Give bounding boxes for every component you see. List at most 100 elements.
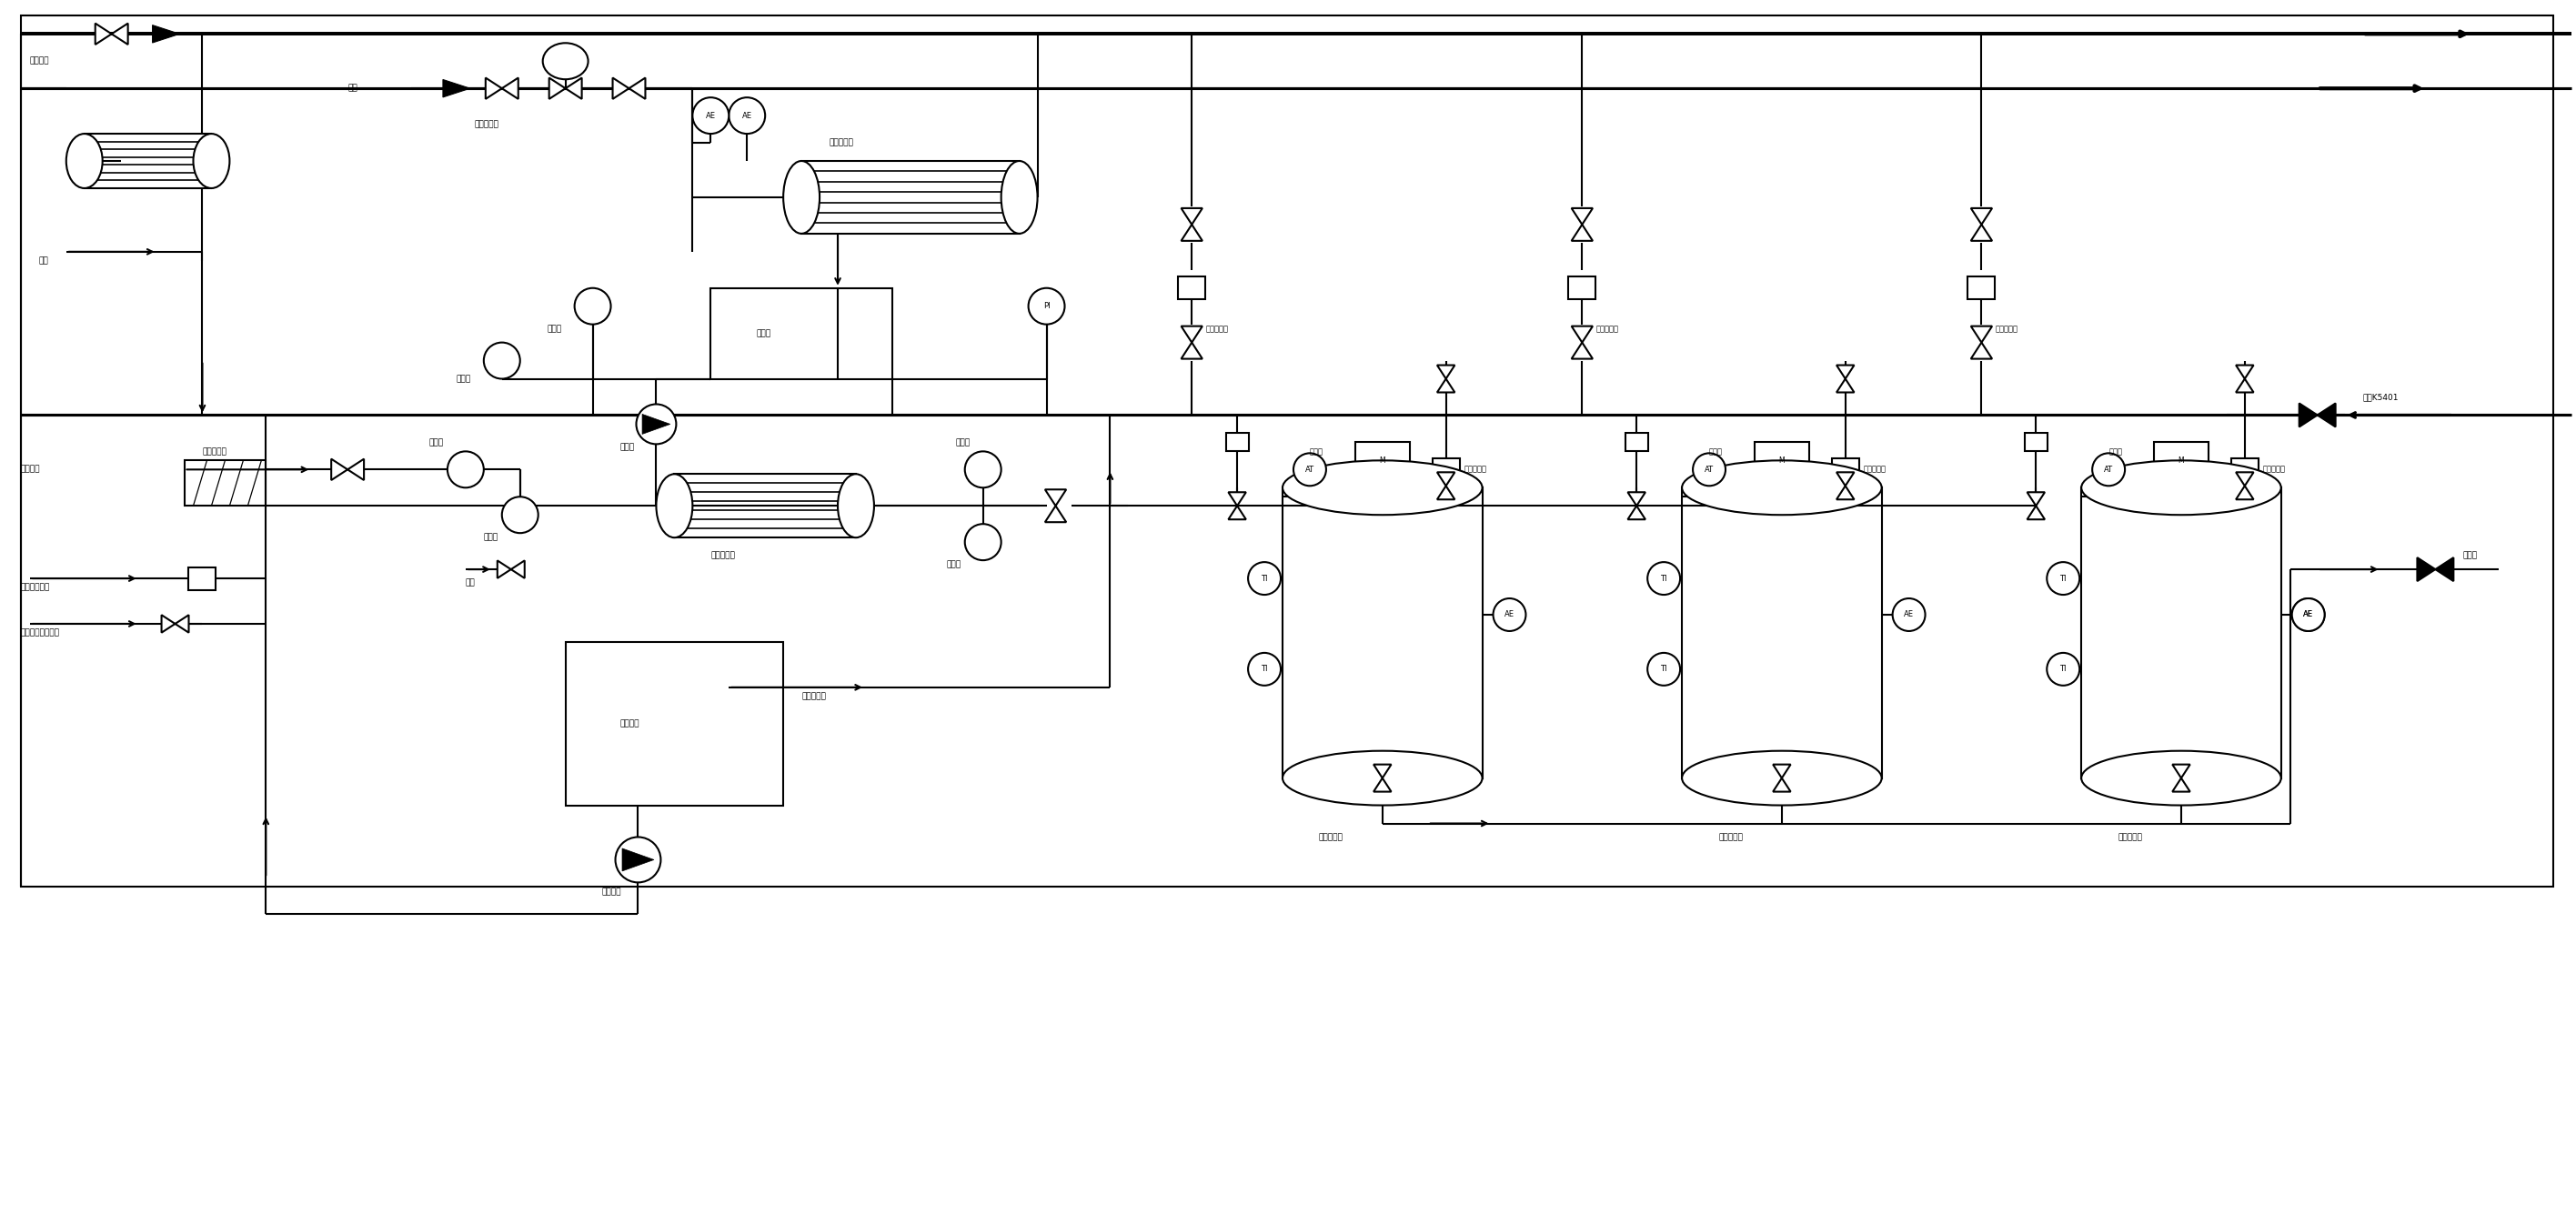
Text: 回流流量计: 回流流量计 — [1206, 324, 1229, 333]
Text: 流量计: 流量计 — [956, 438, 971, 447]
Circle shape — [574, 288, 611, 324]
Bar — [2231, 458, 2259, 481]
Polygon shape — [443, 80, 471, 97]
Ellipse shape — [1682, 750, 1880, 805]
Circle shape — [1293, 453, 1327, 486]
Text: 空气流量计: 空气流量计 — [1463, 465, 1486, 474]
Text: 放空: 放空 — [348, 84, 358, 93]
Circle shape — [502, 497, 538, 532]
Ellipse shape — [1002, 162, 1038, 234]
Ellipse shape — [2081, 750, 2282, 805]
Ellipse shape — [544, 43, 587, 80]
Ellipse shape — [67, 133, 103, 188]
Polygon shape — [484, 78, 502, 99]
Text: 压力表: 压力表 — [546, 324, 562, 333]
Polygon shape — [111, 23, 129, 44]
Circle shape — [616, 837, 662, 883]
Polygon shape — [2027, 506, 2045, 519]
Polygon shape — [348, 459, 363, 480]
Text: 中压蔺汽: 中压蔺汽 — [31, 58, 49, 65]
Bar — [1682, 487, 1880, 778]
Text: 去分解: 去分解 — [2463, 552, 2478, 559]
Polygon shape — [1182, 343, 1203, 359]
Circle shape — [1893, 599, 1924, 632]
Polygon shape — [332, 459, 348, 480]
Circle shape — [1247, 562, 1280, 595]
Ellipse shape — [2081, 460, 2282, 515]
Text: 氧化反应釜: 氧化反应釜 — [2117, 834, 2143, 841]
Text: 温度计: 温度计 — [948, 561, 961, 569]
Circle shape — [1494, 599, 1525, 632]
Bar — [188, 567, 216, 590]
Polygon shape — [1437, 486, 1455, 499]
Circle shape — [448, 452, 484, 487]
Circle shape — [1692, 453, 1726, 486]
Circle shape — [693, 98, 729, 133]
Polygon shape — [2434, 558, 2452, 581]
Bar — [85, 133, 211, 188]
Text: 排地: 排地 — [39, 257, 49, 264]
Polygon shape — [1373, 778, 1391, 792]
Text: 温度计: 温度计 — [484, 534, 497, 542]
Polygon shape — [2027, 492, 2045, 506]
Polygon shape — [1971, 326, 1991, 343]
Polygon shape — [1046, 506, 1066, 523]
Polygon shape — [2236, 378, 2254, 393]
Circle shape — [2048, 562, 2079, 595]
Polygon shape — [1182, 224, 1203, 241]
Text: 环己烷流量计: 环己烷流量计 — [21, 584, 49, 591]
Text: AE: AE — [1904, 611, 1914, 619]
Text: 氧化反应釜: 氧化反应釜 — [1718, 834, 1744, 841]
Circle shape — [1247, 652, 1280, 685]
Polygon shape — [613, 78, 629, 99]
Bar — [567, 641, 783, 805]
Polygon shape — [2172, 778, 2190, 792]
Text: AE: AE — [1504, 611, 1515, 619]
Polygon shape — [152, 24, 180, 43]
Circle shape — [484, 343, 520, 378]
Bar — [1569, 277, 1595, 300]
Text: 搞拌器: 搞拌器 — [1710, 447, 1723, 455]
Text: 回流泵: 回流泵 — [621, 443, 634, 450]
Bar — [1754, 442, 1808, 479]
Text: 来自K5401: 来自K5401 — [2362, 393, 2398, 401]
Polygon shape — [2236, 365, 2254, 378]
Text: 排地: 排地 — [466, 579, 477, 588]
Polygon shape — [1971, 208, 1991, 224]
Text: 氧化反应釜: 氧化反应釜 — [1319, 834, 1342, 841]
Bar — [2081, 487, 2282, 778]
Polygon shape — [623, 848, 654, 871]
Bar — [801, 162, 1020, 234]
Text: 压力表: 压力表 — [430, 438, 443, 447]
Text: 回流流量计: 回流流量计 — [1996, 324, 2017, 333]
Bar — [1625, 433, 1649, 452]
Polygon shape — [1229, 492, 1247, 506]
Ellipse shape — [657, 474, 693, 537]
Text: AE: AE — [706, 111, 716, 120]
Polygon shape — [2300, 403, 2318, 427]
Text: 静态混合器: 静态混合器 — [204, 447, 227, 455]
Text: 搞拌器: 搞拌器 — [2110, 447, 2123, 455]
Text: 温度计: 温度计 — [456, 375, 471, 383]
Text: AE: AE — [742, 111, 752, 120]
Bar — [1832, 458, 1860, 481]
Polygon shape — [1971, 343, 1991, 359]
Bar — [1226, 433, 1249, 452]
Text: AT: AT — [1306, 465, 1314, 474]
Circle shape — [729, 98, 765, 133]
Text: TI: TI — [2061, 574, 2066, 583]
Text: 中压蔺汽: 中压蔺汽 — [21, 465, 41, 474]
Text: AE: AE — [2303, 611, 2313, 619]
Polygon shape — [1837, 365, 1855, 378]
Text: 空气流量计: 空气流量计 — [2262, 465, 2285, 474]
Ellipse shape — [1682, 460, 1880, 515]
Bar — [1355, 442, 1409, 479]
Polygon shape — [641, 414, 670, 435]
Ellipse shape — [193, 133, 229, 188]
Circle shape — [2092, 453, 2125, 486]
Ellipse shape — [1283, 460, 1481, 515]
Polygon shape — [1571, 224, 1592, 241]
Polygon shape — [175, 614, 188, 633]
Polygon shape — [1229, 506, 1247, 519]
Bar — [1177, 277, 1206, 300]
